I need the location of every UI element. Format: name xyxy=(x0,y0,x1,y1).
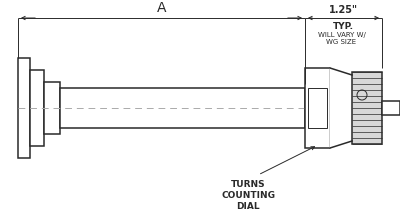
Text: A: A xyxy=(157,1,166,15)
Bar xyxy=(352,72,382,144)
Bar xyxy=(308,88,327,128)
Bar xyxy=(305,68,330,148)
Text: COUNTING: COUNTING xyxy=(221,191,275,200)
Bar xyxy=(18,58,30,158)
Bar xyxy=(30,70,44,146)
Bar xyxy=(44,82,60,134)
Text: DIAL: DIAL xyxy=(236,202,260,211)
Bar xyxy=(382,101,400,115)
Polygon shape xyxy=(330,68,352,148)
Text: WILL VARY W/: WILL VARY W/ xyxy=(318,32,366,38)
Text: TYP.: TYP. xyxy=(333,22,354,31)
Bar xyxy=(60,88,305,128)
Text: 1.25": 1.25" xyxy=(329,5,358,15)
Text: WG SIZE: WG SIZE xyxy=(326,39,356,45)
Text: TURNS: TURNS xyxy=(231,180,265,189)
